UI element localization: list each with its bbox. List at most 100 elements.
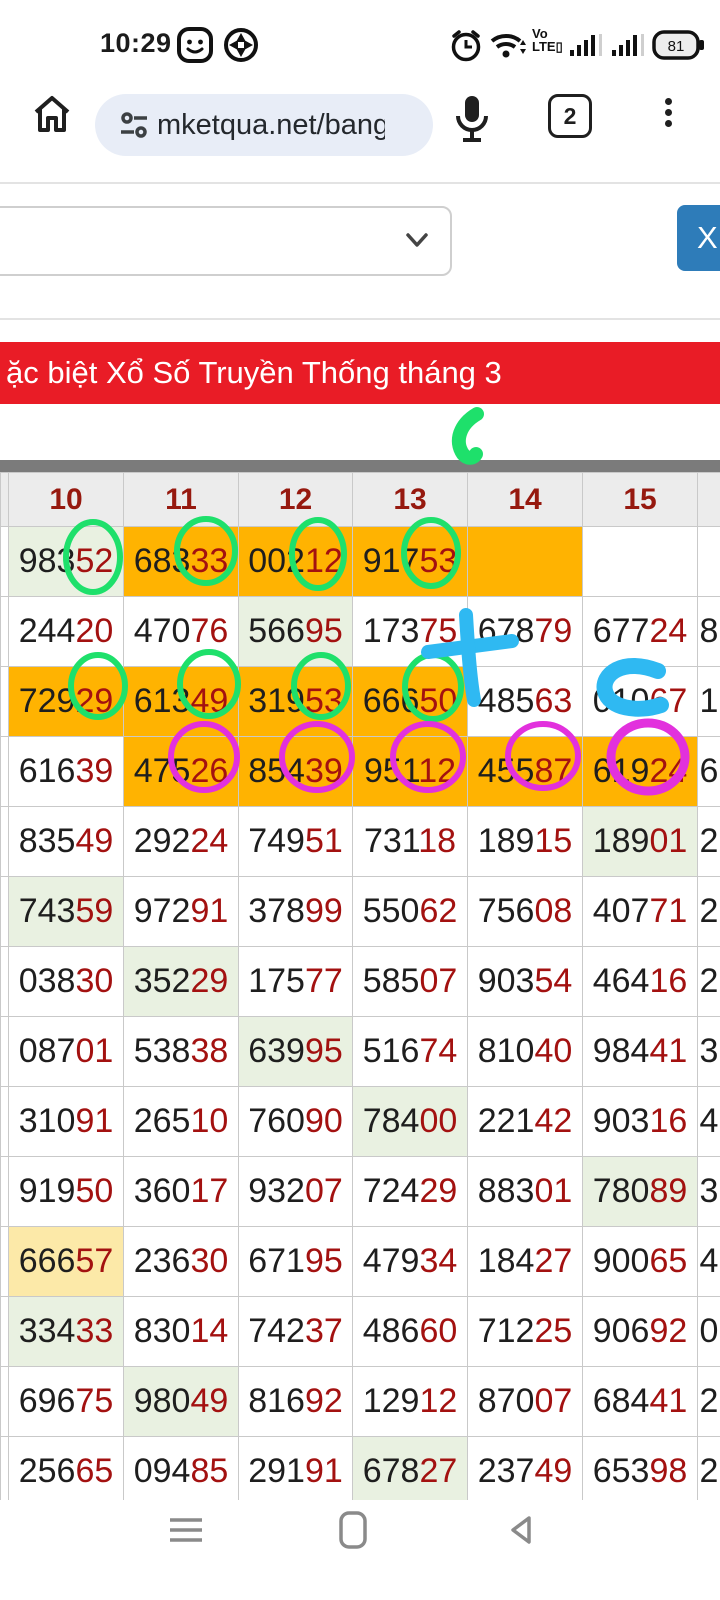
clock-time: 10:29	[100, 28, 172, 58]
table-cell: 8	[697, 596, 720, 667]
table-cell: 2	[697, 876, 720, 947]
table-cell: 56695	[238, 596, 353, 667]
table-cell: 31953	[238, 666, 353, 737]
site-settings-icon[interactable]	[117, 108, 151, 147]
table-cell: 81692	[238, 1366, 353, 1437]
table-cell: 91950	[8, 1156, 124, 1227]
page-title-banner: ặc biệt Xổ Số Truyền Thống tháng 3	[0, 342, 720, 404]
header-cell: 10	[8, 472, 124, 527]
table-header: 10 11 12 13 14 15	[0, 472, 720, 527]
table-row: 61639 47526 85439 95112 45587 61924 6	[0, 736, 720, 807]
table-cell: 76090	[238, 1086, 353, 1157]
table-cell-edge	[0, 1296, 9, 1367]
table-cell: 23749	[467, 1436, 583, 1507]
table-cell: 29224	[123, 806, 239, 877]
table-row: 72929 61349 31953 66650 48563 01067 1	[0, 666, 720, 737]
smiley-notification-icon	[176, 26, 214, 69]
table-cell: 48660	[352, 1296, 468, 1367]
table-cell: 29191	[238, 1436, 353, 1507]
table-cell: 75608	[467, 876, 583, 947]
table-cell: 37899	[238, 876, 353, 947]
signal-bars-icon-1	[568, 26, 604, 69]
table-row: 69675 98049 81692 12912 87007 68441 2	[0, 1366, 720, 1437]
table-cell: 22142	[467, 1086, 583, 1157]
table-cell: 66657	[8, 1226, 124, 1297]
signal-bars-icon-2	[610, 26, 646, 69]
table-cell: 98441	[582, 1016, 698, 1087]
table-cell: 24420	[8, 596, 124, 667]
table-cell: 2	[697, 1436, 720, 1507]
header-cell: 15	[582, 472, 698, 527]
table-cell-edge	[0, 666, 9, 737]
divider	[0, 182, 720, 184]
status-bar: 10:29 Vo LTE▯ 81	[0, 0, 720, 70]
home-icon[interactable]	[28, 90, 76, 143]
url-text: mketqua.net/bang	[157, 109, 385, 141]
horizontal-scrollbar[interactable]	[0, 460, 720, 472]
table-cell: 68441	[582, 1366, 698, 1437]
date-select-dropdown[interactable]	[0, 206, 452, 276]
table-cell: 47076	[123, 596, 239, 667]
browser-toolbar: mketqua.net/bang 2	[0, 70, 720, 182]
home-nav-icon[interactable]	[338, 1510, 368, 1555]
table-cell: 63995	[238, 1016, 353, 1087]
menu-kebab-icon[interactable]	[648, 94, 688, 138]
table-cell: 73118	[352, 806, 468, 877]
wifi-icon	[488, 26, 530, 69]
table-cell: 45587	[467, 736, 583, 807]
table-row: 24420 47076 56695 17375 67879 67724 8	[0, 596, 720, 667]
table-cell: 2	[697, 806, 720, 877]
table-cell: 98049	[123, 1366, 239, 1437]
chevron-down-icon	[402, 228, 432, 257]
table-cell: 74359	[8, 876, 124, 947]
table-cell: 03830	[8, 946, 124, 1017]
table-cell: 68333	[123, 526, 239, 597]
alarm-icon	[448, 26, 484, 69]
table-cell: 97291	[123, 876, 239, 947]
table-cell: 31091	[8, 1086, 124, 1157]
android-nav-bar	[0, 1500, 720, 1600]
battery-icon: 81	[652, 30, 706, 65]
table-cell-edge	[0, 596, 9, 667]
table-cell: 01067	[582, 666, 698, 737]
table-cell: 00212	[238, 526, 353, 597]
table-cell: 74951	[238, 806, 353, 877]
table-cell: 87007	[467, 1366, 583, 1437]
table-row: 66657 23630 67195 47934 18427 90065 4	[0, 1226, 720, 1297]
table-cell: 61924	[582, 736, 698, 807]
table-cell: 17577	[238, 946, 353, 1017]
table-cell: 78089	[582, 1156, 698, 1227]
table-cell: 51674	[352, 1016, 468, 1087]
table-cell: 1	[697, 666, 720, 737]
lottery-results-table: 10 11 12 13 14 15 98352 68333 00212 91753 24420 47…	[0, 472, 720, 1528]
table-cell: 36017	[123, 1156, 239, 1227]
header-cell: 12	[238, 472, 353, 527]
table-cell: 98352	[8, 526, 124, 597]
table-cell-edge	[0, 736, 9, 807]
table-cell: 67879	[467, 596, 583, 667]
view-button[interactable]: X	[677, 205, 720, 271]
tab-switcher-button[interactable]: 2	[548, 94, 592, 138]
table-cell-edge	[0, 1366, 9, 1437]
table-cell-edge	[0, 1226, 9, 1297]
table-cell: 4	[697, 1086, 720, 1157]
table-cell: 18901	[582, 806, 698, 877]
table-cell: 69675	[8, 1366, 124, 1437]
table-cell: 90065	[582, 1226, 698, 1297]
menu-nav-icon[interactable]	[166, 1512, 206, 1553]
url-bar[interactable]: mketqua.net/bang	[95, 94, 433, 156]
microphone-icon[interactable]	[450, 92, 494, 153]
table-cell: 2	[697, 946, 720, 1017]
table-row: 03830 35229 17577 58507 90354 46416 2	[0, 946, 720, 1017]
table-cell: 78400	[352, 1086, 468, 1157]
table-cell	[467, 526, 583, 597]
table-cell: 83549	[8, 806, 124, 877]
table-row: 33433 83014 74237 48660 71225 90692 0	[0, 1296, 720, 1367]
divider	[0, 318, 720, 320]
table-cell: 17375	[352, 596, 468, 667]
header-cell: 14	[467, 472, 583, 527]
table-cell: 91753	[352, 526, 468, 597]
back-nav-icon[interactable]	[505, 1512, 539, 1553]
table-cell: 88301	[467, 1156, 583, 1227]
